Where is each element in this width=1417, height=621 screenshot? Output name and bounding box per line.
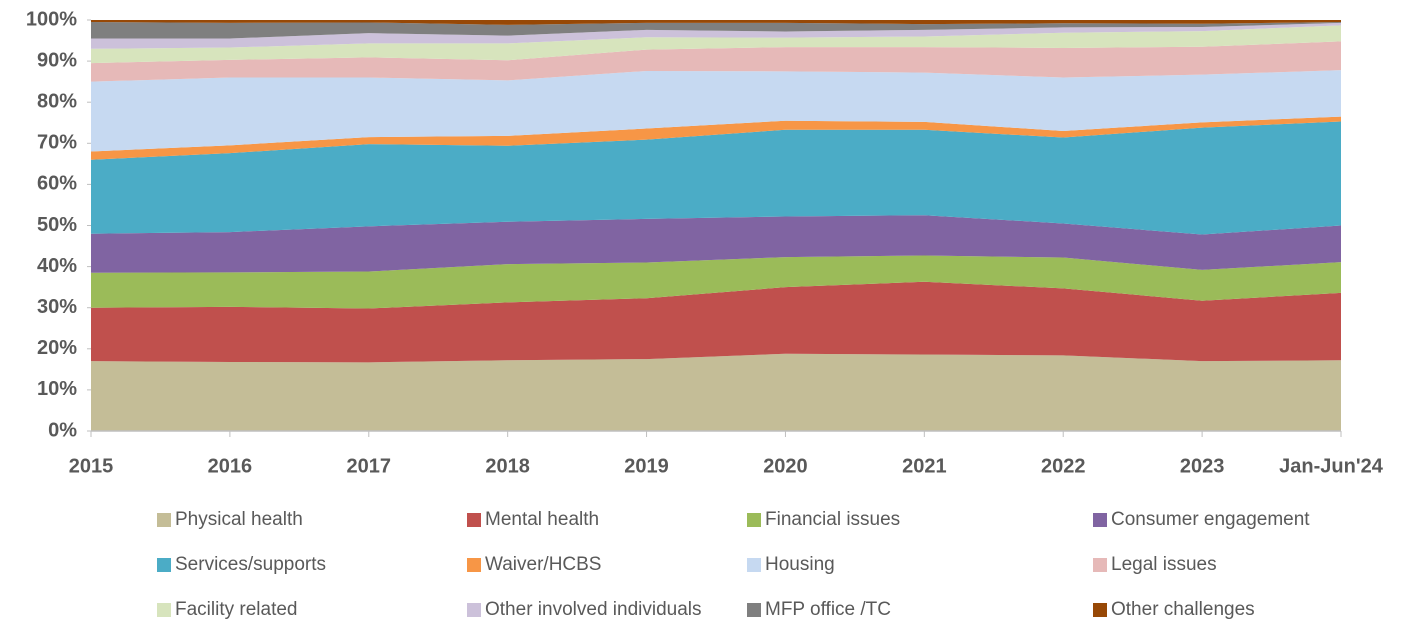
x-tick-label: 2019 (624, 455, 669, 477)
area (91, 121, 1341, 235)
x-tick-label: 2017 (347, 455, 392, 477)
legend-swatch (467, 603, 481, 617)
area (91, 116, 1341, 160)
legend-label: MFP office /TC (765, 599, 891, 620)
legend-swatch (1093, 558, 1107, 572)
y-tick-label: 0% (48, 419, 77, 441)
legend-label: Physical health (175, 509, 303, 530)
x-tick-label: 2023 (1180, 455, 1225, 477)
legend-swatch (157, 558, 171, 572)
legend-label: Other challenges (1111, 599, 1255, 620)
area (91, 25, 1341, 64)
y-tick-label: 100% (26, 8, 77, 30)
legend-swatch (747, 603, 761, 617)
legend-swatch (747, 558, 761, 572)
y-tick-label: 30% (37, 296, 77, 318)
area (91, 41, 1341, 82)
legend-swatch (1093, 603, 1107, 617)
x-tick-label: Jan-Jun'24 (1279, 455, 1384, 477)
legend-label: Housing (765, 554, 835, 575)
y-tick-label: 90% (37, 49, 77, 71)
x-tick-label: 2015 (69, 455, 114, 477)
legend-label: Consumer engagement (1111, 509, 1310, 530)
legend-label: Facility related (175, 599, 298, 620)
legend-label: Waiver/HCBS (485, 554, 601, 575)
x-tick-label: 2022 (1041, 455, 1086, 477)
area (91, 70, 1341, 152)
y-tick-label: 20% (37, 337, 77, 359)
x-tick-label: 2020 (763, 455, 808, 477)
legend-label: Mental health (485, 509, 599, 530)
legend-swatch (467, 558, 481, 572)
legend-swatch (1093, 513, 1107, 527)
legend-swatch (467, 513, 481, 527)
x-tick-label: 2016 (208, 455, 253, 477)
legend-label: Legal issues (1111, 554, 1217, 575)
area (91, 353, 1341, 431)
area (91, 215, 1341, 273)
legend-swatch (157, 603, 171, 617)
legend-label: Financial issues (765, 509, 900, 530)
x-tick-label: 2018 (485, 455, 530, 477)
y-tick-label: 70% (37, 132, 77, 154)
area (91, 20, 1341, 25)
area (91, 281, 1341, 363)
legend-swatch (157, 513, 171, 527)
area (91, 22, 1341, 49)
y-tick-label: 40% (37, 255, 77, 277)
area (91, 22, 1341, 39)
legend-swatch (747, 513, 761, 527)
legend-label: Other involved individuals (485, 599, 702, 620)
x-tick-label: 2021 (902, 455, 947, 477)
legend-label: Services/supports (175, 554, 326, 575)
y-tick-label: 80% (37, 90, 77, 112)
y-tick-label: 10% (37, 378, 77, 400)
area (91, 255, 1341, 309)
y-tick-label: 60% (37, 173, 77, 195)
y-tick-label: 50% (37, 214, 77, 236)
